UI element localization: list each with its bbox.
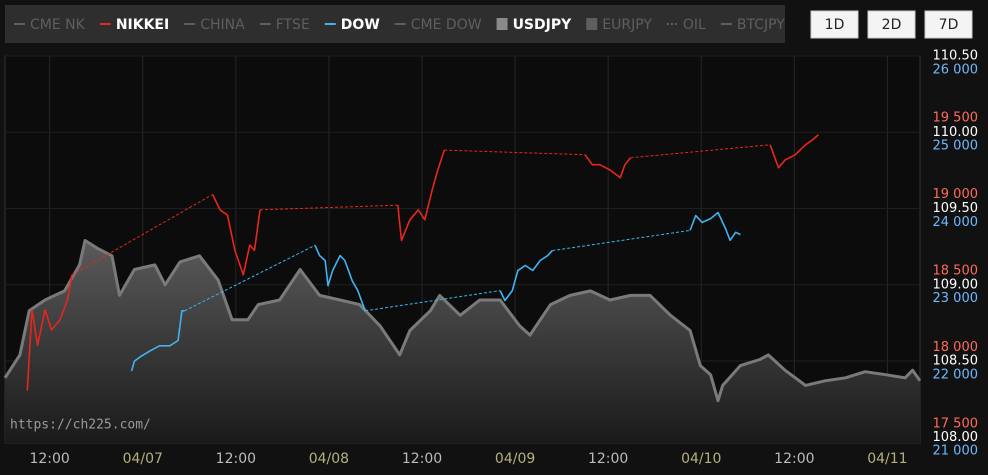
legend-label: FTSE (276, 17, 310, 33)
button-label: 7D (939, 17, 959, 33)
legend-label: DOW (341, 17, 380, 33)
gap-connector (365, 290, 501, 312)
series-line (211, 194, 261, 276)
series-line (499, 250, 553, 302)
range-button[interactable]: 2D (867, 10, 916, 39)
button-label: 2D (882, 17, 902, 33)
button-box (867, 10, 916, 39)
y-tick-label: 18 000 (933, 340, 979, 355)
legend-item[interactable]: USDJPY (496, 17, 573, 33)
legend-item[interactable]: OIL (666, 17, 706, 33)
x-tick-label: 12:00 (216, 451, 256, 467)
series-line (130, 310, 185, 372)
y-tick-label: 19 000 (933, 187, 979, 202)
series-line (26, 274, 73, 391)
y-tick-label: 109.00 (933, 277, 979, 292)
button-label: 1D (825, 17, 845, 33)
y-tick-label: 21 000 (933, 444, 979, 459)
x-tick-label: 04/11 (867, 451, 907, 467)
legend-item[interactable]: CME DOW (394, 17, 482, 33)
legend-item[interactable]: CHINA (184, 17, 245, 33)
gap-connector (630, 144, 771, 159)
area (5, 240, 920, 443)
legend-label: BTCJPY (737, 17, 785, 33)
legend-item[interactable]: BTCJPY (720, 17, 785, 33)
x-tick-label: 04/07 (123, 451, 163, 467)
series-line (314, 244, 366, 312)
legend-label: EURJPY (602, 17, 652, 33)
x-tick-label: 04/10 (681, 451, 721, 467)
legend-item[interactable]: DOW (324, 17, 380, 33)
y-tick-label: 110.00 (933, 125, 979, 140)
gap-connector (552, 229, 691, 252)
x-tick-label: 12:00 (774, 451, 814, 467)
y-tick-label: 18 500 (933, 264, 979, 279)
x-tick-label: 12:00 (588, 451, 628, 467)
y-tick-label: 23 000 (933, 291, 979, 306)
legend-label: CHINA (200, 17, 245, 33)
x-tick-label: 04/09 (495, 451, 535, 467)
button-box (924, 10, 973, 39)
gap-connector (184, 244, 316, 312)
legend-label: NIKKEI (116, 17, 169, 33)
y-tick-label: 17 500 (933, 417, 979, 432)
series-line (769, 134, 820, 169)
series-line (3, 239, 922, 403)
x-tick-label: 04/08 (309, 451, 349, 467)
gap-connector (444, 149, 585, 156)
y-tick-label: 110.50 (933, 49, 979, 64)
series-line (397, 149, 446, 242)
legend-label: CME NK (30, 17, 86, 33)
legend-item[interactable]: FTSE (259, 17, 310, 33)
y-tick-label: 24 000 (933, 215, 979, 230)
legend-item[interactable]: CME NK (14, 17, 86, 33)
legend-label: USDJPY (513, 17, 573, 33)
range-button[interactable]: 7D (924, 10, 973, 39)
watermark: https://ch225.com/ (10, 418, 151, 433)
legend-marker (586, 18, 598, 30)
y-tick-label: 26 000 (933, 63, 979, 78)
y-tick-label: 19 500 (933, 110, 979, 125)
legend-label: CME DOW (411, 17, 482, 33)
x-tick-label: 12:00 (29, 451, 69, 467)
button-box (810, 10, 859, 39)
y-tick-label: 109.50 (933, 201, 979, 216)
series-line (689, 211, 741, 242)
legend-item[interactable]: NIKKEI (99, 17, 169, 33)
series-line (584, 154, 632, 179)
y-tick-label: 108.00 (933, 430, 979, 445)
y-tick-label: 25 000 (933, 139, 979, 154)
gap-connector (71, 194, 213, 276)
x-tick-label: 12:00 (402, 451, 442, 467)
y-tick-label: 22 000 (933, 367, 979, 382)
legend-item[interactable]: EURJPY (586, 17, 652, 33)
gap-connector (260, 204, 398, 211)
y-tick-label: 108.50 (933, 354, 979, 369)
legend-marker (496, 18, 508, 30)
range-button[interactable]: 1D (810, 10, 859, 39)
legend-label: OIL (683, 17, 706, 33)
